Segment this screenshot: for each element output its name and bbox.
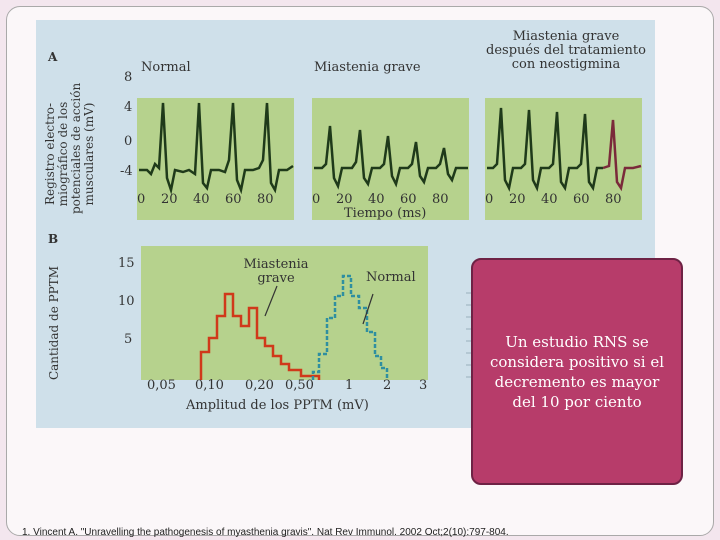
emg-plot-neostigmina <box>485 98 642 220</box>
panel-b-letter: B <box>48 232 59 246</box>
label-normal: Normal <box>366 270 416 285</box>
a-ytick: 8 <box>124 70 133 85</box>
emg-plot-mg <box>312 98 469 220</box>
b-ytick: 10 <box>118 294 135 309</box>
emg-trace-neostigmina <box>487 107 642 192</box>
b-xlabel: Amplitud de los PPTM (mV) <box>186 398 369 413</box>
histogram-mg <box>199 292 321 380</box>
trace-title-mg: Miastenia grave <box>314 60 421 75</box>
histogram-plot <box>141 246 428 380</box>
emg-plot-normal <box>137 98 294 220</box>
reference-text: 1. Vincent A. "Unravelling the pathogene… <box>22 527 509 538</box>
panel-b-ytitle: Cantidad de PPTM <box>47 265 61 381</box>
panel-a-ytitle: Registro electro- miográfico de los pote… <box>43 82 96 214</box>
a-ytick: 0 <box>124 134 133 149</box>
callout-box: Un estudio RNS se considera positivo si … <box>471 258 683 485</box>
b-ytick: 5 <box>124 332 133 347</box>
a-xlabel: Tiempo (ms) <box>344 206 427 221</box>
emg-trace-mg <box>314 125 468 190</box>
trace-title-normal: Normal <box>141 60 191 75</box>
a-ytick: -4 <box>120 164 133 179</box>
histogram-svg <box>199 274 389 380</box>
trace-title-mg-neostigmina: Miastenia grave después del tratamiento … <box>486 29 646 72</box>
callout-text: Un estudio RNS se considera positivo si … <box>489 332 665 411</box>
panel-a-letter: A <box>48 50 58 64</box>
emg-trace-normal <box>139 102 294 195</box>
figure-image: A Registro electro- miográfico de los po… <box>36 20 655 428</box>
a-ytick: 4 <box>124 100 133 115</box>
label-mg: Miastenia grave <box>243 257 309 286</box>
histogram-normal <box>311 274 389 380</box>
normal-pointer <box>362 293 374 325</box>
mg-pointer <box>264 285 278 317</box>
b-ytick: 15 <box>118 256 135 271</box>
